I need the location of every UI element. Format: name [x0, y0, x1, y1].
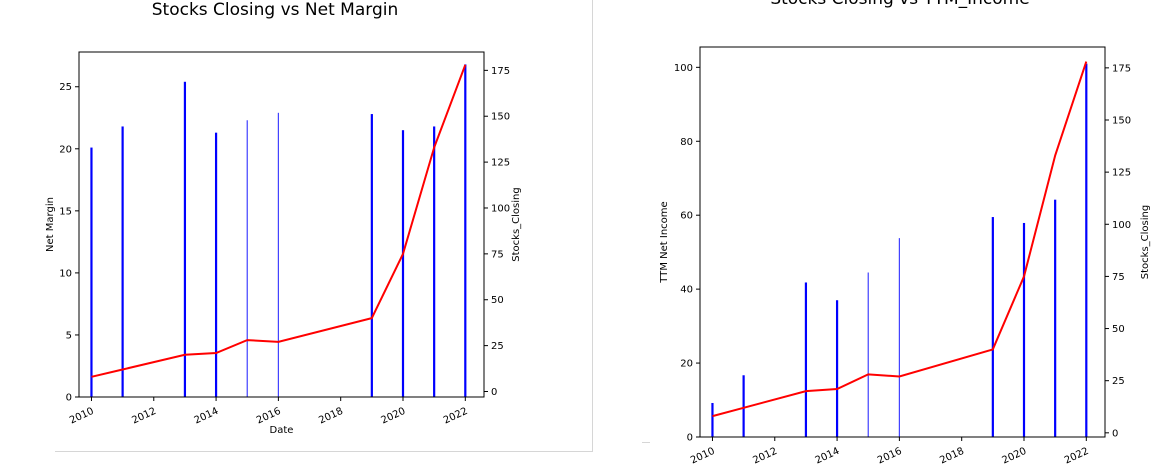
bar	[867, 272, 869, 437]
y-axis-label: TTM Net Income	[659, 201, 670, 283]
x-tick-label: 2018	[938, 446, 966, 467]
x-tick-label: 2016	[876, 446, 904, 467]
y2-axis-label: Stocks_Closing	[511, 187, 522, 261]
x-tick-label: 2022	[1063, 446, 1091, 467]
x-tick-label: 2022	[442, 406, 470, 427]
y2-tick-label: 0	[1112, 428, 1118, 439]
y-tick-label: 40	[680, 285, 693, 296]
bar	[464, 64, 467, 398]
y-tick-label: 20	[59, 144, 72, 155]
y-tick-label: 25	[59, 82, 72, 93]
y2-tick-label: 100	[1112, 220, 1131, 231]
left-panel-frame-bottom	[55, 451, 593, 452]
x-tick-label: 2014	[193, 406, 221, 427]
x-tick-label: 2016	[255, 406, 283, 427]
y2-tick-label: 150	[1112, 115, 1131, 126]
y2-axis-label: Stocks_Closing	[1140, 205, 1151, 279]
x-tick-label: 2014	[814, 446, 842, 467]
y2-tick-label: 75	[491, 249, 504, 260]
y-tick-label: 15	[59, 206, 72, 217]
x-tick-label: 2020	[380, 406, 408, 427]
x-tick-label: 2012	[130, 406, 158, 427]
y-tick-label: 10	[59, 268, 72, 279]
x-tick-label: 2012	[751, 446, 779, 467]
y-tick-label: 60	[680, 211, 693, 222]
bar	[433, 126, 436, 397]
y2-tick-label: 175	[491, 66, 510, 77]
bar	[401, 130, 405, 397]
bar	[214, 132, 218, 397]
y-tick-label: 20	[680, 359, 693, 370]
bar	[183, 81, 187, 397]
y2-tick-label: 25	[491, 341, 504, 352]
bar	[898, 238, 900, 437]
x-tick-label: 2010	[68, 406, 96, 427]
bar	[121, 126, 124, 397]
left-panel-frame-right	[592, 0, 593, 452]
bar	[742, 375, 745, 437]
bar	[804, 282, 808, 437]
y2-tick-label: 75	[1112, 272, 1125, 283]
y2-tick-label: 150	[491, 112, 510, 123]
bar	[1022, 222, 1026, 437]
x-tick-label: 2020	[1001, 446, 1029, 467]
y-axis-label: Net Margin	[45, 197, 56, 252]
x-axis-label: Date	[270, 425, 294, 436]
plot-frame	[78, 51, 485, 398]
chart-title: Stocks Closing vs TTM_Income	[770, 0, 1029, 9]
y2-tick-label: 0	[491, 387, 497, 398]
bar	[1054, 199, 1057, 437]
bar	[90, 147, 93, 397]
y-tick-label: 5	[66, 330, 72, 341]
chart-title: Stocks Closing vs Net Margin	[152, 0, 398, 20]
bar	[370, 114, 373, 398]
bar	[991, 217, 994, 437]
bar	[835, 300, 839, 437]
y2-tick-label: 50	[491, 295, 504, 306]
y-tick-label: 0	[687, 433, 693, 444]
y2-tick-label: 25	[1112, 376, 1125, 387]
bar	[246, 120, 248, 397]
y2-tick-label: 100	[491, 203, 510, 214]
stocks-closing-line	[712, 61, 1088, 418]
net-margin-chart: Stocks Closing vs Net Margin 0 5 10 15 20 25 0 2…	[45, 0, 522, 436]
bar	[1085, 63, 1088, 437]
x-tick-label: 2010	[689, 446, 717, 467]
y-tick-label: 0	[66, 393, 72, 404]
y-tick-label: 80	[680, 137, 693, 148]
y-tick-label: 100	[674, 63, 693, 74]
y2-tick-label: 50	[1112, 324, 1125, 335]
y2-tick-label: 125	[491, 158, 510, 169]
stocks-closing-line	[91, 64, 467, 378]
bar	[277, 112, 279, 397]
plot-frame	[699, 46, 1106, 438]
y2-tick-label: 125	[1112, 168, 1131, 179]
ttm-income-chart: Stocks Closing vs TTM_Income 0 20 40 60 80 100…	[659, 0, 1151, 467]
bar	[711, 402, 714, 437]
y2-tick-label: 175	[1112, 63, 1131, 74]
x-tick-label: 2018	[317, 406, 345, 427]
right-panel-frame-bottom	[642, 442, 650, 443]
